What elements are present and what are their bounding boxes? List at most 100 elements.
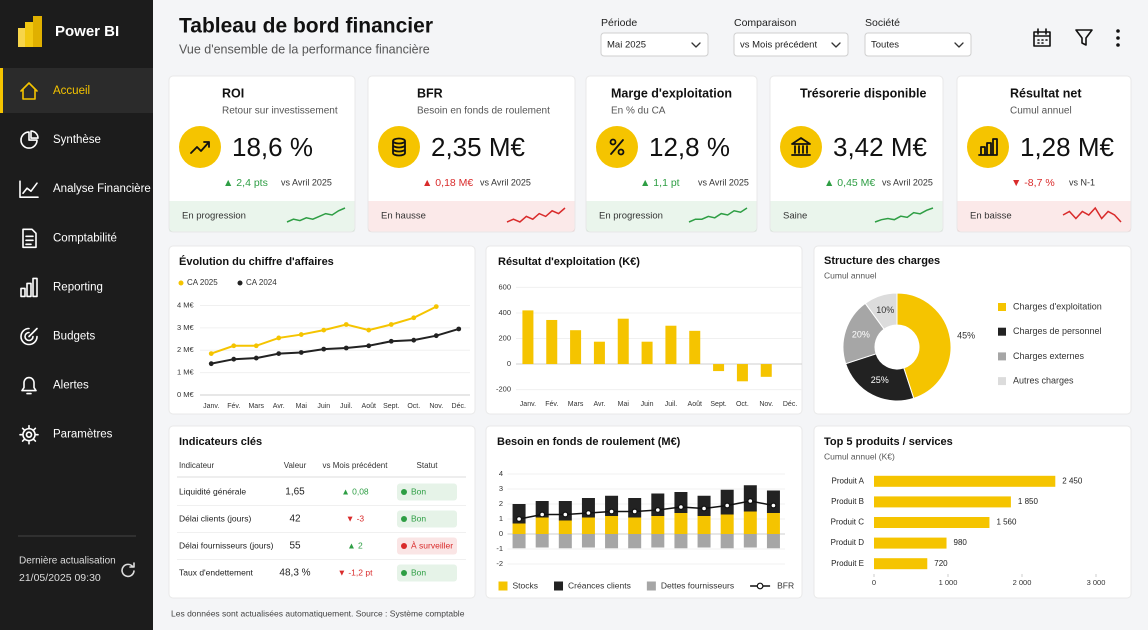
- bar-segment: [535, 517, 549, 534]
- kpi-value: 12,8 %: [649, 132, 730, 162]
- bar-segment: [651, 534, 665, 548]
- indicator-delta: ▼ -3: [346, 513, 365, 523]
- chart-subtitle: Cumul annuel (K€): [824, 451, 895, 461]
- kpi-delta: ▲ 0,45 M€: [824, 177, 875, 189]
- y-tick-label: 0: [499, 529, 503, 538]
- legend-label: CA 2024: [246, 278, 277, 287]
- line-point: [276, 351, 282, 356]
- bar: [617, 318, 629, 365]
- indicator-value: 1,65: [285, 487, 305, 498]
- bar-segment: [628, 517, 642, 534]
- bar: [593, 341, 605, 365]
- bar-segment: [581, 534, 595, 548]
- x-tick-label: Août: [688, 401, 702, 408]
- x-tick-label: Nov.: [429, 403, 443, 410]
- bar-segment: [720, 534, 734, 549]
- nav-item[interactable]: Reporting: [53, 281, 103, 293]
- filter-box[interactable]: [733, 32, 849, 57]
- line-point: [411, 315, 417, 321]
- brand: Power BI: [55, 23, 119, 40]
- line-point: [411, 337, 417, 343]
- pie-label: 25%: [871, 375, 889, 385]
- kpi-status: En baisse: [970, 211, 1012, 222]
- more-icon[interactable]: [1116, 43, 1120, 47]
- nav-item[interactable]: Comptabilité: [53, 232, 117, 244]
- line-point: [321, 346, 327, 352]
- kpi-status: En progression: [182, 211, 246, 222]
- pie-slice: [896, 292, 952, 399]
- status-pill: [397, 537, 457, 555]
- line-point: [253, 355, 259, 361]
- nav-active-bg: [0, 68, 153, 113]
- line-point: [724, 502, 731, 509]
- indicator-value: 55: [289, 541, 301, 552]
- kpi-card: [585, 75, 758, 233]
- chart-subtitle: Cumul annuel: [824, 270, 877, 280]
- y-tick-label: 1: [499, 514, 503, 523]
- bar: [736, 364, 748, 382]
- bar: [874, 537, 947, 549]
- table-title: Indicateurs clés: [179, 436, 262, 448]
- y-tick-label: -1: [496, 544, 503, 553]
- line-point: [631, 508, 638, 515]
- line-point: [298, 332, 304, 337]
- kpi-icon-bg: [967, 126, 1009, 168]
- indicator-name: Liquidité générale: [179, 486, 246, 496]
- x-tick-label: Déc.: [783, 401, 797, 408]
- y-tick-label: 0: [507, 359, 511, 368]
- kpi-icon-bg: [780, 126, 822, 168]
- line-point: [539, 511, 546, 518]
- kpi-subtitle: Cumul annuel: [1010, 106, 1072, 117]
- filter-box[interactable]: [864, 32, 972, 57]
- x-tick-label: Mai: [618, 401, 630, 408]
- kpi-status: En hausse: [381, 211, 426, 222]
- more-icon[interactable]: [1116, 29, 1120, 33]
- line-point: [253, 343, 259, 349]
- bar-segment: [697, 534, 711, 548]
- data-label: 2 450: [1062, 476, 1083, 485]
- kpi-icon: [392, 137, 406, 157]
- nav-item[interactable]: Accueil: [53, 85, 90, 97]
- y-tick-label: 200: [498, 333, 511, 342]
- refresh-icon[interactable]: [121, 562, 135, 578]
- status-pill: [397, 510, 457, 528]
- footer-note: Les données sont actualisées automatique…: [171, 608, 465, 618]
- nav-item[interactable]: Paramètres: [53, 429, 113, 441]
- more-icon[interactable]: [1116, 36, 1120, 40]
- y-tick-label: 1 M€: [177, 368, 195, 377]
- legend-dot: [237, 280, 243, 286]
- line-point: [677, 504, 684, 511]
- nav-item[interactable]: Synthèse: [53, 134, 101, 146]
- pie-label: 20%: [852, 330, 870, 340]
- chevron: [954, 42, 964, 48]
- x-tick-label: Fév.: [227, 403, 240, 410]
- indicator-name: Délai clients (jours): [179, 513, 251, 523]
- nav-item[interactable]: Budgets: [53, 331, 95, 343]
- filter-icon[interactable]: [1075, 29, 1093, 46]
- bar-segment: [697, 516, 711, 534]
- pie-slice: [845, 353, 915, 402]
- line-point: [298, 350, 304, 355]
- x-tick-label: Janv.: [520, 401, 536, 408]
- kpi-icon-bg: [179, 126, 221, 168]
- nav-item[interactable]: Analyse Financière: [53, 183, 151, 195]
- nav-item[interactable]: Alertes: [53, 380, 89, 392]
- y-tick-label: -2: [496, 559, 503, 568]
- table-header: Valeur: [284, 461, 307, 470]
- nav-icon: [20, 82, 38, 100]
- line-point: [388, 322, 394, 327]
- kpi-status-band: [169, 201, 355, 232]
- indicator-delta: ▼ -1,2 pt: [338, 567, 374, 577]
- nav-icon: [20, 130, 39, 149]
- update-time: 21/05/2025 09:30: [19, 572, 101, 584]
- nav-icon: [20, 327, 38, 346]
- calendar-icon[interactable]: [1033, 28, 1051, 47]
- kpi-subtitle: En % du CA: [611, 106, 666, 117]
- x-tick-label: Nov.: [759, 401, 773, 408]
- pie-label: 10%: [876, 305, 894, 315]
- kpi-compare: vs Avril 2025: [480, 177, 531, 187]
- line-point: [321, 327, 327, 333]
- line-series: [211, 328, 460, 365]
- filter-box[interactable]: [600, 32, 709, 57]
- filter-label: Période: [601, 17, 637, 29]
